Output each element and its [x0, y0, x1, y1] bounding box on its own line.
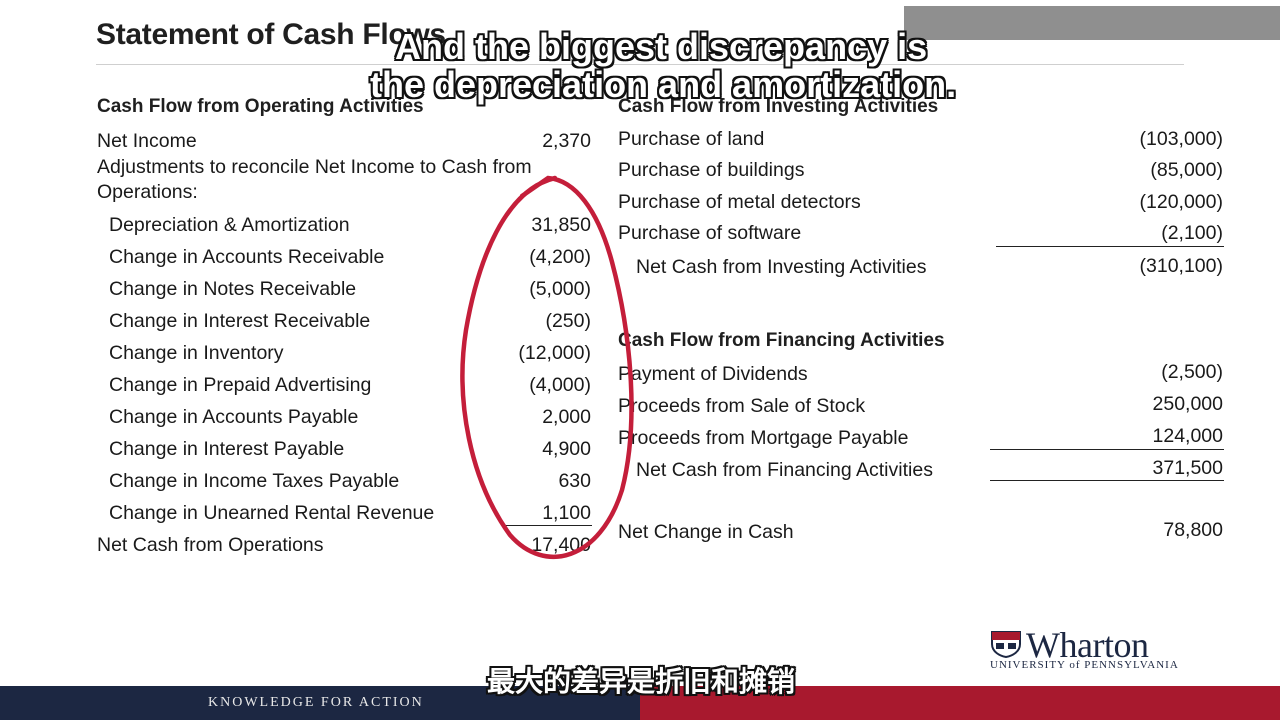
net-cash-financing-label: Net Cash from Financing Activities	[636, 459, 933, 481]
op-item-label: Depreciation & Amortization	[109, 214, 350, 236]
net-income-label: Net Income	[97, 130, 197, 152]
adjust-label-2: Operations:	[97, 181, 198, 203]
footer-band-crimson	[640, 686, 1280, 720]
subtitle-english-line-2: the depreciation and amortization.	[370, 64, 957, 105]
op-item-label: Change in Interest Payable	[109, 438, 345, 460]
inv-item-label: Purchase of land	[618, 128, 765, 150]
footer-band-navy	[0, 686, 640, 720]
top-right-bar	[904, 6, 1280, 40]
net-cash-operations-value: 17,400	[531, 534, 591, 556]
financing-total-rule-bottom	[990, 480, 1224, 481]
op-item-value: (12,000)	[518, 342, 591, 364]
op-item-label: Change in Prepaid Advertising	[109, 374, 372, 396]
subtitle-english-line-1: And the biggest discrepancy is	[395, 26, 928, 67]
op-item-label: Change in Unearned Rental Revenue	[109, 502, 435, 524]
inv-item-value: (120,000)	[1139, 191, 1223, 213]
net-cash-investing-label: Net Cash from Investing Activities	[636, 256, 927, 278]
page-title: Statement of Cash Flows	[96, 18, 446, 51]
footer-tagline: KNOWLEDGE FOR ACTION	[208, 695, 424, 710]
op-item-label: Change in Accounts Payable	[109, 406, 359, 428]
financing-total-rule-top	[990, 449, 1224, 450]
op-item-value: 1,100	[542, 502, 591, 524]
op-item-value: (4,200)	[529, 246, 591, 268]
wharton-logo-text: Wharton	[1026, 625, 1149, 665]
title-divider	[96, 64, 1184, 65]
net-income-value: 2,370	[542, 130, 591, 152]
op-item-value: (250)	[545, 310, 591, 332]
fin-item-label: Proceeds from Mortgage Payable	[618, 427, 909, 449]
net-cash-operations-label: Net Cash from Operations	[97, 534, 324, 556]
op-item-label: Change in Income Taxes Payable	[109, 470, 400, 492]
operations-total-rule	[506, 525, 592, 526]
op-item-label: Change in Inventory	[109, 342, 284, 364]
op-item-value: 31,850	[531, 214, 591, 236]
fin-item-value: (2,500)	[1161, 361, 1223, 383]
inv-item-label: Purchase of buildings	[618, 159, 805, 181]
op-item-value: 630	[558, 470, 591, 492]
penn-shield-icon	[991, 631, 1021, 658]
fin-item-label: Payment of Dividends	[618, 363, 808, 385]
net-change-cash-label: Net Change in Cash	[618, 521, 794, 543]
inv-item-value: (85,000)	[1150, 159, 1223, 181]
investing-total-rule	[996, 246, 1224, 247]
financing-heading: Cash Flow from Financing Activities	[618, 330, 945, 351]
adjust-label-1: Adjustments to reconcile Net Income to C…	[97, 156, 532, 178]
fin-item-value: 250,000	[1152, 393, 1224, 415]
inv-item-label: Purchase of software	[618, 222, 802, 244]
op-item-label: Change in Notes Receivable	[109, 278, 357, 300]
inv-item-value: (2,100)	[1161, 222, 1223, 244]
op-item-label: Change in Interest Receivable	[109, 310, 371, 332]
op-item-value: (5,000)	[529, 278, 591, 300]
subtitle-chinese: 最大的差异是折旧和摊销	[487, 666, 796, 697]
operating-heading: Cash Flow from Operating Activities	[97, 96, 424, 117]
fin-item-label: Proceeds from Sale of Stock	[618, 395, 866, 417]
investing-heading: Cash Flow from Investing Activities	[618, 96, 939, 117]
net-cash-investing-value: (310,100)	[1139, 255, 1223, 277]
inv-item-value: (103,000)	[1139, 128, 1223, 150]
op-item-value: 2,000	[542, 406, 591, 428]
fin-item-value: 124,000	[1152, 425, 1224, 447]
op-item-value: 4,900	[542, 438, 591, 460]
wharton-logo-subtext: UNIVERSITY of PENNSYLVANIA	[990, 659, 1179, 671]
op-item-label: Change in Accounts Receivable	[109, 246, 385, 268]
op-item-value: (4,000)	[529, 374, 591, 396]
net-change-cash-value: 78,800	[1163, 519, 1223, 541]
inv-item-label: Purchase of metal detectors	[618, 191, 861, 213]
net-cash-financing-value: 371,500	[1152, 457, 1224, 479]
